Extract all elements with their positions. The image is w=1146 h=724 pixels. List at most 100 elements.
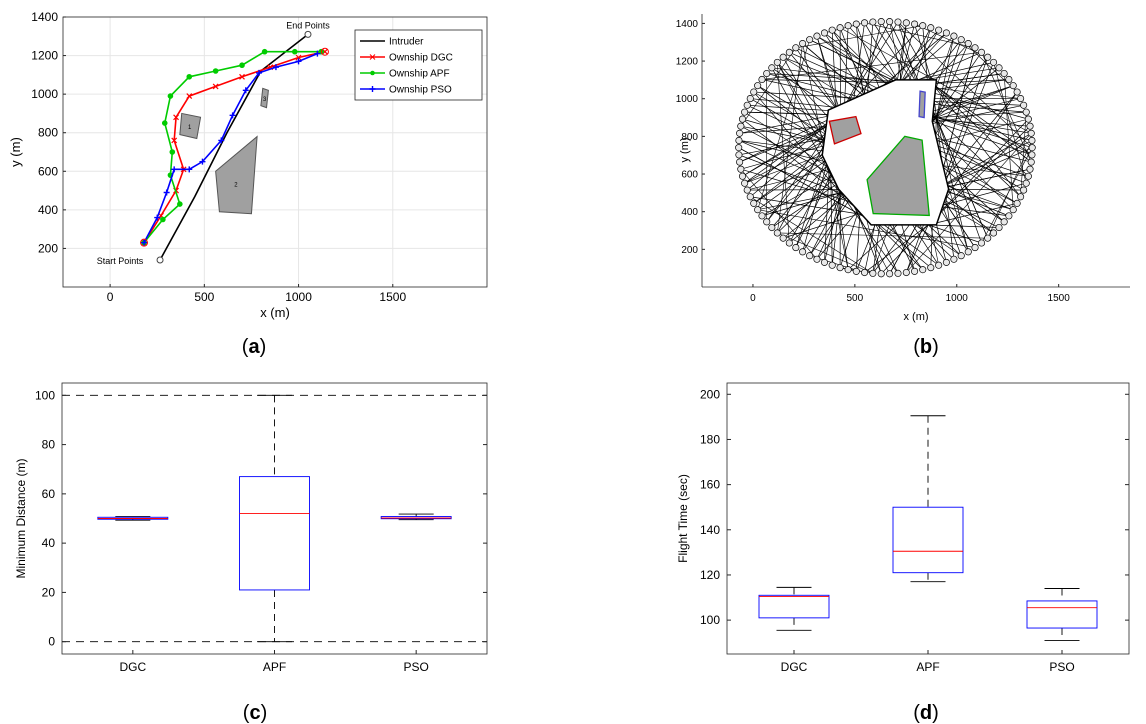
obstacle-label: 3 bbox=[263, 97, 267, 103]
data-point bbox=[229, 112, 236, 119]
waypoint-node bbox=[1024, 172, 1032, 180]
waypoint-node bbox=[1024, 115, 1032, 123]
data-point bbox=[141, 239, 148, 246]
start-point-marker bbox=[156, 256, 164, 264]
y-tick-label: 200 bbox=[700, 387, 720, 401]
waypoint-node bbox=[1009, 206, 1017, 214]
caption-close-paren: ) bbox=[260, 336, 267, 358]
waypoint-node bbox=[852, 267, 860, 275]
graph-edge bbox=[739, 113, 841, 163]
graph-edge bbox=[936, 188, 1014, 211]
graph-edge bbox=[746, 113, 841, 191]
graph-edge bbox=[927, 224, 962, 256]
graph-edge bbox=[936, 188, 1024, 191]
waypoint-node bbox=[750, 199, 758, 207]
waypoint-node bbox=[869, 18, 877, 26]
waypoint-node bbox=[754, 206, 762, 214]
waypoint-node bbox=[1000, 69, 1008, 78]
x-tick-label: APF bbox=[263, 660, 286, 674]
panel-c-min-distance-boxplot: DGC APF PSO 0 20 40 60 80 100 Minimum Distance (m… bbox=[14, 382, 488, 724]
start-point-marker bbox=[140, 238, 149, 247]
waypoint-node bbox=[735, 144, 743, 152]
waypoint-node bbox=[813, 32, 821, 40]
waypoint-node bbox=[1028, 151, 1036, 159]
graph-edge bbox=[757, 209, 976, 248]
data-point bbox=[212, 83, 219, 90]
graph-edge bbox=[899, 22, 907, 84]
graph-edge bbox=[936, 147, 1033, 190]
graph-edge bbox=[864, 22, 900, 84]
obstacle-1 bbox=[828, 115, 862, 145]
obstacle-label: 1 bbox=[188, 125, 192, 131]
graph-edge bbox=[932, 83, 1033, 156]
waypoint-node bbox=[1013, 88, 1021, 96]
waypoint-node bbox=[919, 266, 927, 274]
waypoint-node bbox=[738, 115, 747, 123]
x-tick-label: PSO bbox=[1049, 660, 1074, 674]
legend-entry-label: Ownship DGC bbox=[389, 53, 453, 64]
data-point bbox=[154, 214, 161, 221]
end-point-marker bbox=[304, 30, 312, 38]
graph-edge bbox=[936, 117, 1033, 149]
data-point bbox=[218, 137, 225, 144]
waypoint-node bbox=[743, 186, 751, 194]
waypoint-node bbox=[902, 268, 910, 277]
waypoint-node bbox=[792, 244, 800, 252]
y-tick-label: 40 bbox=[42, 536, 56, 550]
waypoint-node bbox=[942, 258, 950, 266]
series-line-ownship-dgc bbox=[143, 50, 326, 244]
graph-edge bbox=[809, 39, 900, 84]
waypoint-node bbox=[919, 22, 927, 30]
x-tick-label: DGC bbox=[781, 660, 808, 674]
obstacle-label: 2 bbox=[234, 182, 238, 188]
y-tick-label: 1400 bbox=[676, 19, 699, 30]
y-axis-label: Minimum Distance (m) bbox=[14, 458, 28, 578]
x-tick-label: 1500 bbox=[379, 290, 406, 304]
waypoint-node bbox=[1020, 186, 1028, 194]
waypoint-node bbox=[1005, 212, 1013, 220]
y-tick-label: 800 bbox=[38, 126, 58, 140]
obstacle-2 bbox=[866, 135, 930, 217]
waypoint-node bbox=[1028, 144, 1036, 152]
graph-edge bbox=[742, 118, 831, 145]
y-tick-label: 120 bbox=[700, 568, 720, 582]
graph-edge bbox=[928, 224, 982, 244]
waypoint-node bbox=[989, 58, 998, 66]
data-point bbox=[171, 166, 178, 173]
panel-caption: (c) bbox=[243, 702, 267, 724]
graph-edge bbox=[847, 25, 900, 84]
waypoint-node bbox=[877, 270, 885, 278]
waypoint-node bbox=[820, 258, 829, 266]
graph-edge bbox=[874, 222, 899, 274]
graph-edge bbox=[777, 62, 790, 244]
waypoint-node bbox=[984, 53, 992, 61]
waypoint-node bbox=[844, 22, 852, 30]
data-point bbox=[177, 201, 183, 207]
waypoint-node bbox=[971, 244, 979, 252]
data-point bbox=[186, 73, 193, 80]
graph-edge bbox=[928, 224, 1000, 228]
data-point bbox=[261, 48, 268, 55]
waypoint-node bbox=[886, 18, 894, 26]
obstacle-2 bbox=[215, 135, 258, 215]
panel-caption: (a) bbox=[242, 336, 266, 358]
caption-letter: c bbox=[249, 702, 260, 724]
graph-edge bbox=[740, 47, 797, 127]
waypoint-node bbox=[1027, 129, 1035, 137]
graph-edge bbox=[802, 192, 841, 252]
waypoint-node bbox=[971, 44, 979, 52]
graph-edge bbox=[932, 79, 1009, 85]
waypoint-node bbox=[964, 39, 972, 48]
y-axis-label: y (m) bbox=[8, 137, 23, 167]
graph-edge bbox=[753, 91, 868, 100]
data-point bbox=[239, 62, 245, 69]
graph-edge bbox=[914, 23, 933, 84]
axes-box bbox=[62, 16, 488, 288]
waypoint-node bbox=[1027, 158, 1035, 166]
graph-edge bbox=[932, 83, 1021, 197]
data-point bbox=[169, 149, 176, 155]
end-point-marker bbox=[320, 47, 329, 56]
graph-edge bbox=[864, 22, 976, 49]
data-point bbox=[199, 158, 206, 165]
waypoint-node bbox=[935, 26, 943, 34]
